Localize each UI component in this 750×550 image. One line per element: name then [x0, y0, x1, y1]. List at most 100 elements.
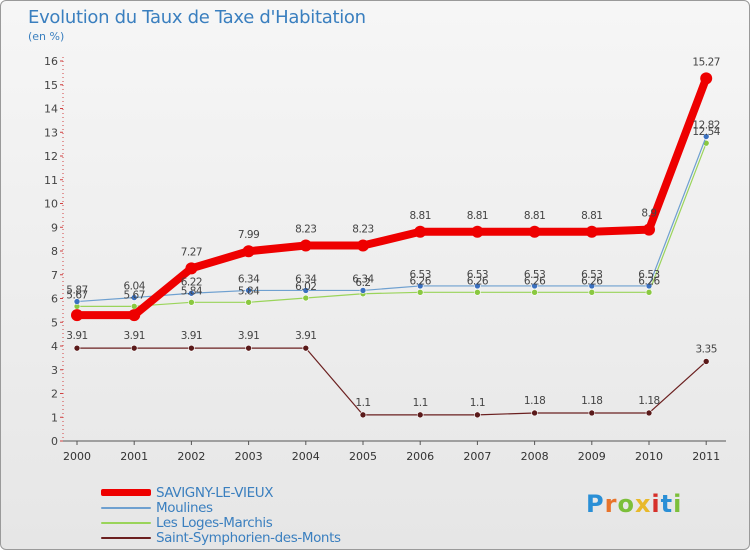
data-label: 8.81: [524, 210, 545, 222]
series-point-0: [128, 309, 141, 322]
series-point-1: [302, 287, 310, 294]
series-line-2: [76, 142, 707, 307]
y-tick-label: 15: [44, 79, 58, 92]
y-tick-label: 7: [51, 269, 58, 282]
legend-item: Les Loges-Marchis: [101, 514, 341, 531]
data-label: 3.91: [295, 330, 316, 342]
y-tick-label: 9: [51, 221, 58, 234]
x-tick-label: 2011: [692, 450, 720, 463]
data-label: 8.81: [581, 210, 602, 222]
legend-swatch: [101, 506, 151, 509]
series-point-1: [245, 287, 252, 294]
x-tick-label: 2005: [349, 450, 377, 463]
series-point-0: [585, 225, 598, 238]
series-point-1: [531, 282, 538, 290]
legend-item: SAVIGNY-LE-VIEUX: [101, 485, 341, 501]
data-label: 5.67: [124, 289, 145, 301]
data-label: 6.26: [524, 275, 546, 287]
series-point-3: [702, 358, 710, 365]
data-label: 6.26: [410, 275, 432, 287]
logo-letter: P: [586, 490, 605, 518]
data-label: 6.26: [638, 275, 660, 287]
data-label: 6.53: [467, 269, 488, 281]
series-point-0: [185, 262, 198, 275]
series-point-3: [474, 411, 481, 419]
y-tick-label: 12: [44, 150, 58, 163]
logo-letter: i: [673, 490, 683, 518]
legend-label: Les Loges-Marchis: [156, 514, 273, 531]
x-tick-label: 2003: [235, 450, 263, 463]
data-label: 8.23: [295, 224, 316, 236]
y-tick-label: 10: [44, 198, 58, 211]
series-point-1: [416, 282, 424, 290]
data-label: 6.26: [467, 275, 489, 287]
series-point-3: [359, 411, 367, 419]
logo-letter: o: [617, 490, 635, 518]
data-label: 8.23: [352, 224, 373, 236]
series-point-3: [588, 409, 596, 417]
y-tick-label: 11: [44, 174, 58, 187]
series-point-0: [414, 225, 427, 238]
x-tick-label: 2007: [463, 450, 491, 463]
series-point-3: [245, 344, 252, 352]
series-point-0: [357, 239, 369, 252]
series-point-2: [531, 289, 538, 296]
data-label: 3.91: [66, 330, 87, 342]
data-label: 6.34: [238, 273, 260, 285]
data-label: 15.27: [692, 56, 720, 68]
series-point-2: [588, 289, 596, 296]
series-point-0: [299, 239, 312, 252]
series-point-1: [588, 282, 596, 290]
data-label: 6.26: [581, 275, 603, 287]
series-point-0: [528, 225, 541, 238]
x-tick-label: 2001: [120, 450, 148, 463]
data-label: 6.02: [295, 281, 316, 293]
data-label: 6.34: [352, 273, 374, 285]
data-label: 1.18: [638, 395, 659, 407]
legend-label: Saint-Symphorien-des-Monts: [156, 529, 341, 546]
chart-legend: SAVIGNY-LE-VIEUX Moulines Les Loges-Marchi…: [101, 485, 341, 546]
series-point-0: [471, 225, 484, 238]
series-point-2: [416, 289, 424, 296]
logo-letter: i: [651, 490, 661, 518]
data-label: 3.91: [124, 330, 145, 342]
legend-item: Saint-Symphorien-des-Monts: [101, 529, 341, 546]
y-tick-label: 3: [51, 364, 58, 377]
y-tick-label: 4: [51, 340, 58, 353]
data-label: 5.84: [181, 285, 203, 297]
series-point-2: [302, 294, 310, 302]
data-label: 12.82: [692, 120, 720, 132]
data-label: 6.53: [410, 269, 431, 281]
legend-item: Moulines: [101, 500, 341, 516]
series-point-0: [643, 223, 655, 236]
y-tick-label: 6: [51, 293, 58, 306]
series-point-3: [130, 344, 138, 352]
data-label: 6.04: [124, 281, 146, 293]
y-tick-label: 5: [51, 316, 58, 329]
data-label: 1.1: [470, 397, 485, 409]
data-label: 5.84: [238, 285, 260, 297]
series-point-1: [188, 289, 195, 297]
x-tick-label: 2002: [177, 450, 205, 463]
data-label: 6.53: [581, 269, 602, 281]
series-point-2: [474, 289, 481, 296]
data-label: 3.91: [238, 330, 259, 342]
chart-unit: (en %): [28, 30, 65, 43]
data-label: 3.91: [181, 330, 202, 342]
y-tick-label: 2: [51, 388, 58, 401]
legend-swatch: [101, 489, 151, 496]
series-point-0: [700, 72, 713, 85]
series-point-3: [416, 411, 424, 419]
series-point-2: [188, 298, 195, 306]
series-point-2: [245, 298, 252, 306]
series-point-1: [73, 298, 81, 305]
series-point-3: [302, 344, 310, 352]
series-point-0: [71, 309, 83, 322]
series-point-3: [531, 409, 538, 417]
series-line-0: [73, 74, 711, 320]
series-point-1: [702, 133, 710, 140]
y-tick-label: 0: [51, 435, 58, 448]
series-point-1: [130, 294, 138, 301]
series-line-3: [76, 347, 707, 416]
